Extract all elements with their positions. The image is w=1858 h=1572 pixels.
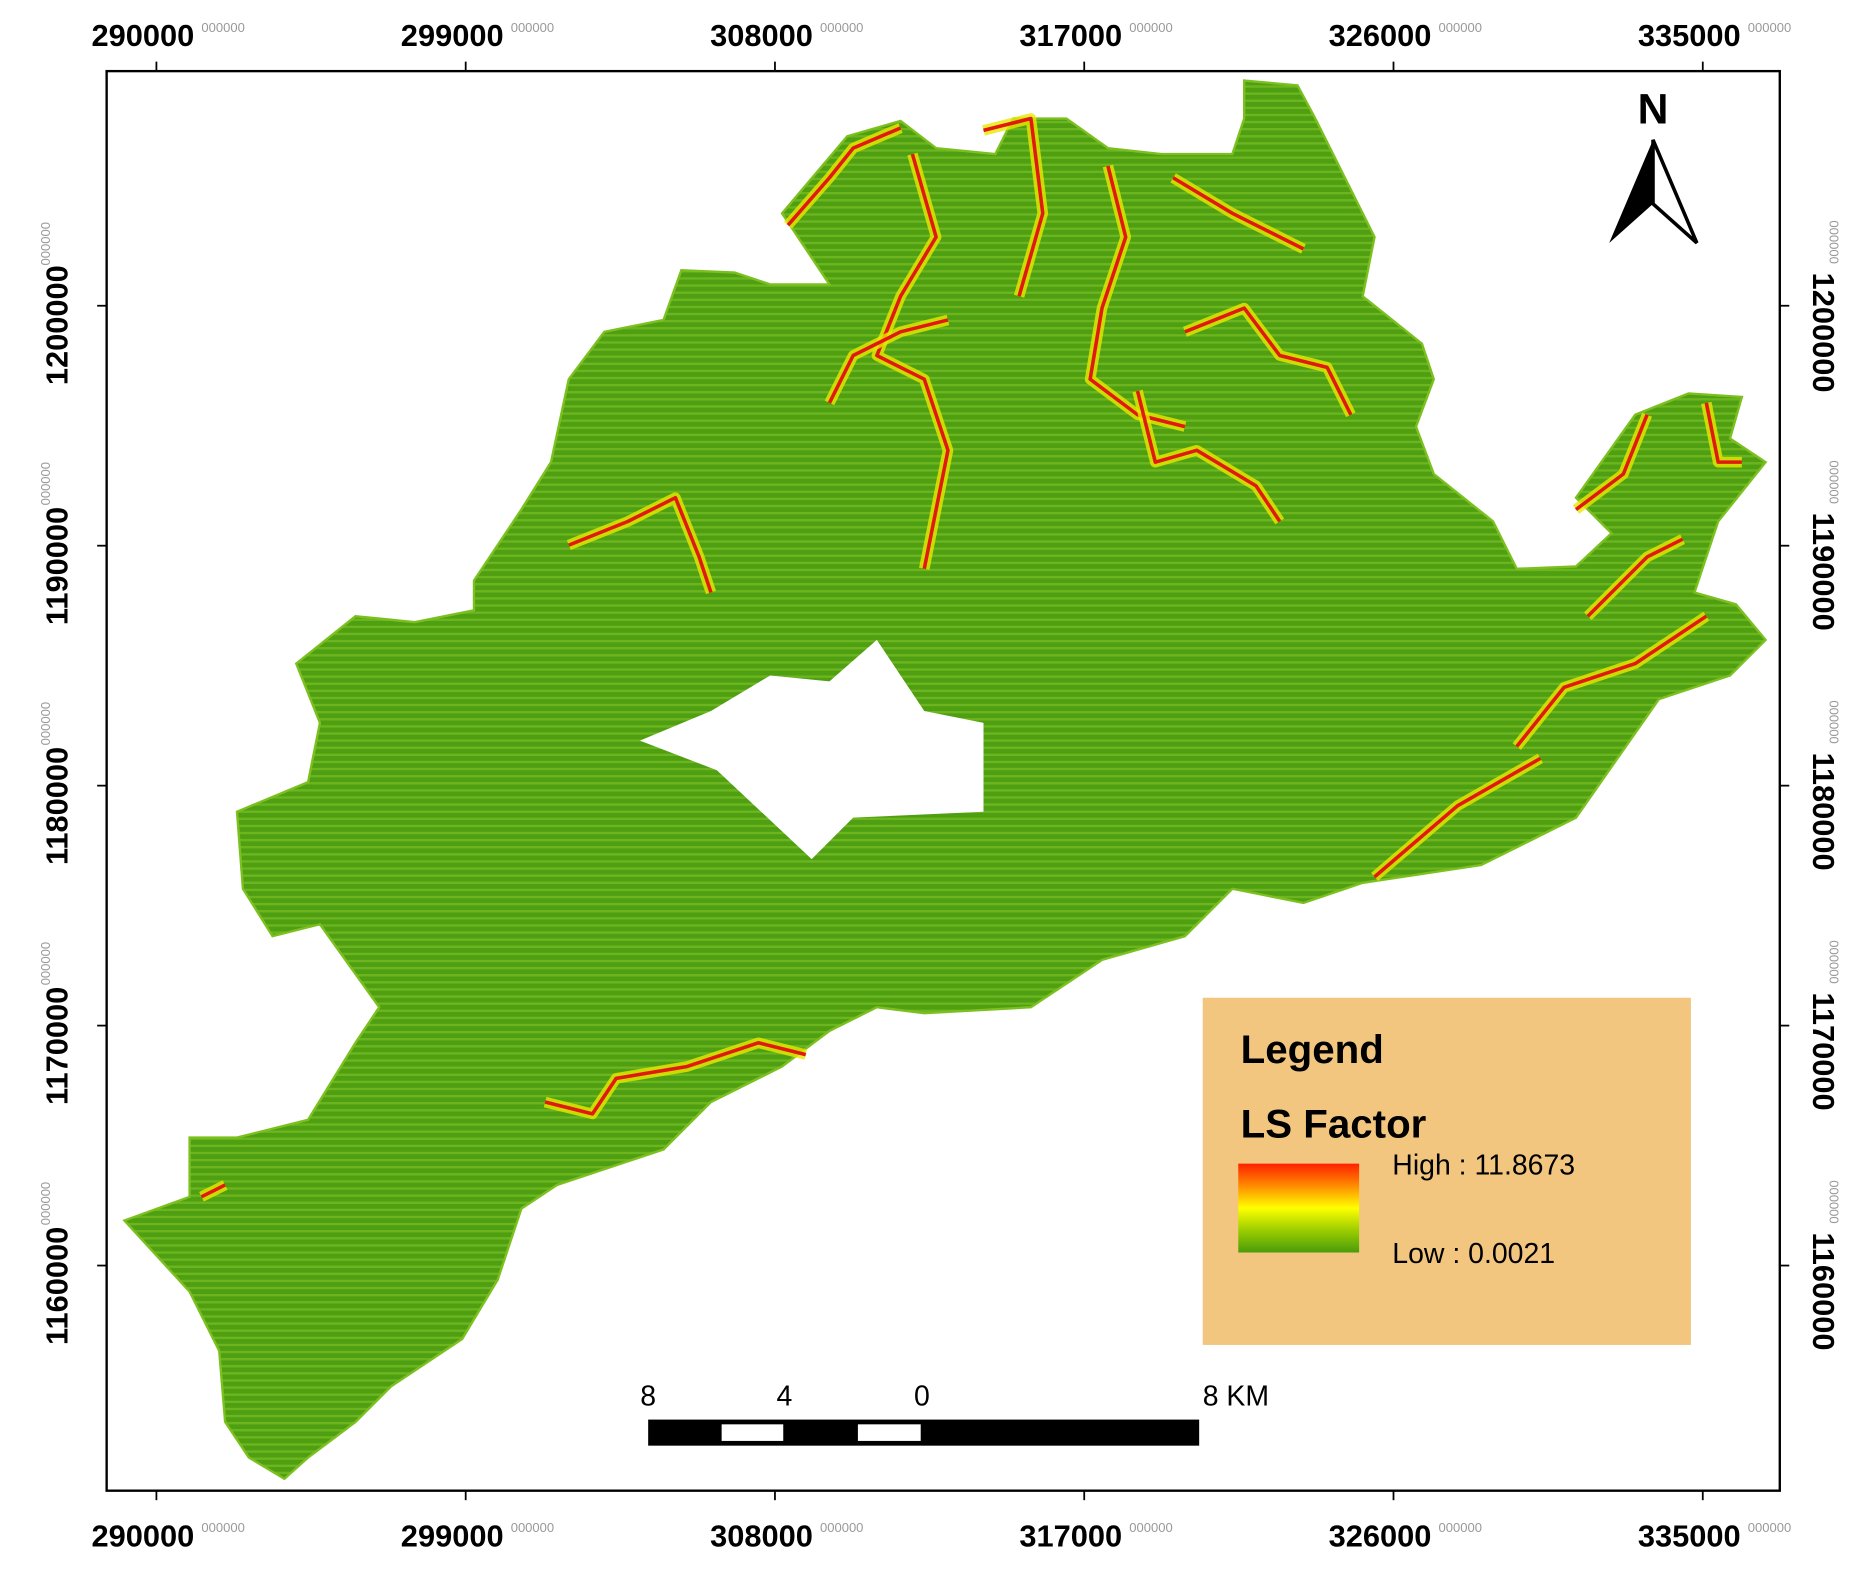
x-tick-label: 335000 bbox=[1638, 1518, 1741, 1553]
y-tick-suffix: 000000 bbox=[1827, 460, 1842, 503]
legend-title: Legend bbox=[1241, 1027, 1384, 1072]
y-tick-label: 1190000 bbox=[40, 507, 75, 625]
scale-bar-segment bbox=[857, 1424, 921, 1441]
x-tick-suffix: 000000 bbox=[511, 20, 554, 35]
y-tick-label: 1160000 bbox=[1806, 1232, 1841, 1350]
north-label: N bbox=[1638, 85, 1669, 133]
legend-layer: LS Factor bbox=[1241, 1102, 1427, 1147]
north-arrow-right bbox=[1651, 139, 1699, 245]
scale-bar-segment bbox=[721, 1424, 784, 1441]
x-tick-label: 335000 bbox=[1638, 18, 1741, 53]
ridge bbox=[1586, 537, 1684, 618]
ridge bbox=[200, 1183, 226, 1199]
x-tick-label: 326000 bbox=[1329, 1518, 1432, 1553]
y-tick-label: 1170000 bbox=[1806, 992, 1841, 1110]
ridge bbox=[875, 153, 950, 570]
ridge bbox=[827, 318, 949, 404]
x-tick-suffix: 000000 bbox=[820, 20, 863, 35]
x-tick-label: 290000 bbox=[92, 1518, 195, 1553]
x-tick-suffix: 000000 bbox=[820, 1520, 863, 1535]
y-tick-label: 1200000 bbox=[1806, 273, 1841, 393]
y-tick-suffix: 000000 bbox=[38, 1182, 53, 1225]
ridge bbox=[1704, 402, 1742, 464]
x-tick-suffix: 000000 bbox=[1129, 1520, 1172, 1535]
high-ls-zones bbox=[199, 113, 1742, 1202]
ridge bbox=[1135, 390, 1282, 523]
legend-low: Low : 0.0021 bbox=[1392, 1238, 1555, 1270]
y-tick-suffix: 000000 bbox=[1827, 940, 1842, 983]
scale-bar-label: 4 bbox=[777, 1380, 793, 1412]
excluded-area bbox=[639, 639, 984, 860]
y-tick-label: 1170000 bbox=[40, 987, 75, 1105]
scale-bar-label: 8 bbox=[640, 1380, 656, 1412]
x-tick-suffix: 000000 bbox=[201, 1520, 244, 1535]
y-tick-suffix: 000000 bbox=[1827, 700, 1842, 743]
ridge bbox=[1373, 756, 1542, 879]
ridge bbox=[1172, 176, 1305, 251]
scale-bar-label: 8 KM bbox=[1203, 1380, 1269, 1412]
y-tick-label: 1200000 bbox=[40, 265, 75, 385]
x-tick-label: 290000 bbox=[92, 18, 195, 53]
y-tick-suffix: 000000 bbox=[38, 942, 53, 985]
x-tick-label: 299000 bbox=[401, 18, 504, 53]
y-tick-label: 1160000 bbox=[40, 1227, 75, 1345]
x-tick-suffix: 000000 bbox=[1748, 1520, 1791, 1535]
y-tick-label: 1190000 bbox=[1806, 513, 1841, 631]
scale-bar-label: 0 bbox=[914, 1380, 930, 1412]
graticule-labels: 290000 000000 290000 000000 299000 000000 2990… bbox=[38, 18, 1842, 1553]
x-tick-suffix: 000000 bbox=[1748, 20, 1791, 35]
ridge bbox=[544, 1041, 807, 1116]
x-tick-suffix: 000000 bbox=[201, 20, 244, 35]
x-tick-label: 317000 bbox=[1019, 18, 1122, 53]
ridge bbox=[786, 126, 902, 227]
x-tick-label: 326000 bbox=[1329, 18, 1432, 53]
y-tick-suffix: 000000 bbox=[38, 702, 53, 745]
x-tick-suffix: 000000 bbox=[1439, 1520, 1482, 1535]
ridge bbox=[568, 495, 713, 594]
x-tick-suffix: 000000 bbox=[511, 1520, 554, 1535]
y-tick-suffix: 000000 bbox=[1827, 220, 1842, 263]
x-tick-label: 299000 bbox=[401, 1518, 504, 1553]
x-tick-label: 308000 bbox=[710, 18, 813, 53]
y-tick-label: 1180000 bbox=[40, 747, 75, 865]
y-tick-suffix: 000000 bbox=[1827, 1180, 1842, 1223]
legend-ramp bbox=[1238, 1163, 1360, 1253]
x-tick-label: 317000 bbox=[1019, 1518, 1122, 1553]
legend-high: High : 11.8673 bbox=[1392, 1149, 1575, 1181]
x-tick-suffix: 000000 bbox=[1129, 20, 1172, 35]
scale-bar: 8 4 0 8 KM bbox=[640, 1380, 1269, 1446]
y-tick-suffix: 000000 bbox=[38, 462, 53, 505]
x-tick-suffix: 000000 bbox=[1439, 20, 1482, 35]
y-tick-suffix: 000000 bbox=[38, 222, 53, 265]
ridge bbox=[1184, 306, 1353, 416]
ridge bbox=[1574, 414, 1649, 511]
y-tick-label: 1180000 bbox=[1806, 752, 1841, 870]
ridge bbox=[983, 116, 1045, 297]
ridge bbox=[1515, 614, 1708, 748]
x-tick-label: 308000 bbox=[710, 1518, 813, 1553]
